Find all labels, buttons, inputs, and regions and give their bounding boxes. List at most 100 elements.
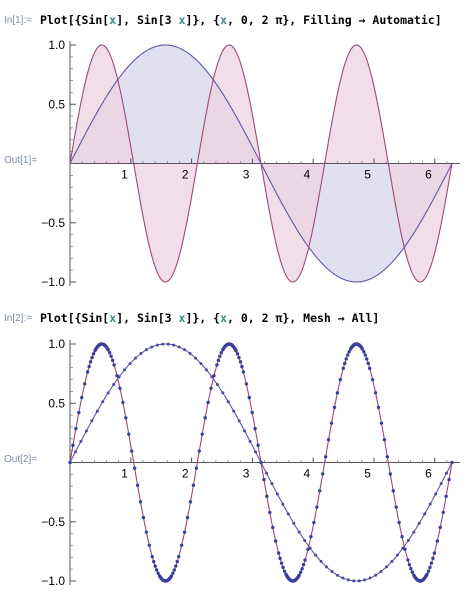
mesh-point: [212, 374, 216, 378]
mesh-point: [264, 471, 268, 475]
mesh-point: [447, 477, 451, 482]
mesh-point: [234, 349, 238, 353]
mesh-point: [409, 567, 413, 571]
mesh-point: [177, 345, 181, 349]
mesh-point: [144, 530, 149, 534]
mesh-point: [407, 562, 412, 567]
y-tick-label: −0.5: [41, 515, 65, 529]
mesh-point: [321, 472, 325, 476]
mesh-point: [341, 366, 345, 371]
mesh-point: [275, 492, 279, 496]
mesh-points: [68, 342, 454, 583]
mesh-point: [282, 569, 287, 573]
x-tick-label: 1: [121, 467, 128, 481]
mesh-point: [286, 512, 290, 516]
mesh-point: [397, 520, 401, 525]
mesh-point: [394, 505, 398, 509]
mesh-point: [123, 368, 127, 372]
mesh-point: [426, 569, 431, 573]
mesh-point: [312, 520, 316, 525]
mesh-point: [154, 568, 159, 572]
code-var: x: [178, 311, 186, 325]
mesh-point: [360, 347, 365, 351]
mesh-point: [373, 391, 378, 395]
mesh-point: [279, 561, 284, 565]
mesh-point: [324, 565, 328, 569]
mesh-point: [115, 374, 119, 378]
code-var: x: [109, 311, 117, 325]
code-var: x: [220, 311, 227, 325]
filling-plot: 1.0 0.5 −0.5 −1.0 1 2 3 4 5 6: [41, 38, 460, 289]
mesh-point: [218, 354, 222, 358]
mesh-point: [319, 559, 323, 563]
mesh-point: [441, 510, 445, 515]
mesh-point: [423, 512, 427, 516]
mesh-point: [395, 553, 399, 557]
mesh-point: [439, 482, 443, 486]
mesh-point: [262, 477, 266, 482]
mesh-point: [250, 410, 254, 415]
mesh-point: [365, 357, 369, 361]
mesh-points: [68, 342, 454, 583]
mesh-point: [434, 492, 438, 496]
mesh-point: [221, 391, 225, 395]
mesh-point: [403, 547, 407, 551]
mesh-point: [429, 561, 434, 565]
mesh-point: [265, 494, 269, 499]
x-tick-label: 2: [182, 467, 189, 481]
mesh-point: [431, 556, 435, 561]
mesh-point: [135, 483, 140, 487]
mesh-point: [84, 429, 88, 433]
mesh-point: [276, 551, 281, 555]
mesh-point: [362, 350, 366, 354]
mesh-point: [366, 361, 370, 366]
mesh-point: [179, 543, 184, 547]
mesh-point: [385, 565, 389, 569]
code-part: Plot[{Sin[: [40, 13, 110, 27]
mesh-point: [450, 460, 454, 465]
mesh-point: [309, 535, 313, 539]
mesh-point: [127, 432, 131, 436]
input-label-2: In[2]:=: [4, 313, 33, 324]
code-part: ]}, {: [185, 13, 221, 27]
mesh-point: [235, 352, 240, 356]
mesh-point: [388, 472, 392, 476]
mesh-point: [161, 342, 165, 346]
mesh-point: [77, 410, 81, 415]
mesh-point: [215, 363, 219, 367]
mesh-point: [329, 421, 334, 425]
mesh-point: [243, 429, 247, 433]
mesh-point: [314, 553, 318, 557]
mesh-point: [303, 558, 307, 562]
mesh-point: [188, 500, 193, 504]
mesh-point: [175, 559, 179, 564]
mesh-point: [118, 386, 122, 390]
mesh-point: [303, 538, 307, 542]
mesh-point: [297, 573, 301, 577]
mesh-point: [301, 562, 306, 567]
mesh-point: [150, 554, 154, 559]
mesh-point: [347, 349, 351, 354]
x-tick-label: 1: [121, 168, 128, 182]
mesh-point: [271, 525, 275, 530]
y-tick-label: −1.0: [41, 574, 65, 588]
input-code-2[interactable]: Plot[{Sin[x], Sin[3 x]}, {x, 0, 2 π}, Me…: [40, 311, 379, 325]
mesh-point: [346, 578, 350, 582]
mesh-point: [417, 521, 421, 525]
series-line: [69, 44, 453, 283]
x-tick-label: 6: [425, 168, 432, 182]
mesh-point: [109, 354, 113, 358]
mesh-point: [152, 559, 156, 564]
mesh-point: [363, 578, 367, 582]
mesh-point: [204, 368, 208, 372]
input-code-1[interactable]: Plot[{Sin[x], Sin[3 x]}, {x, 0, 2 π}, Fi…: [40, 13, 442, 27]
mesh-point: [256, 443, 260, 448]
x-tick-label: 4: [304, 467, 311, 481]
mesh-point: [292, 521, 296, 525]
mesh-point: [406, 558, 410, 562]
mesh-point: [391, 489, 395, 493]
mesh-point: [209, 386, 213, 390]
mesh-point: [128, 362, 132, 366]
mesh-point: [268, 510, 272, 515]
mesh-point: [85, 370, 90, 374]
